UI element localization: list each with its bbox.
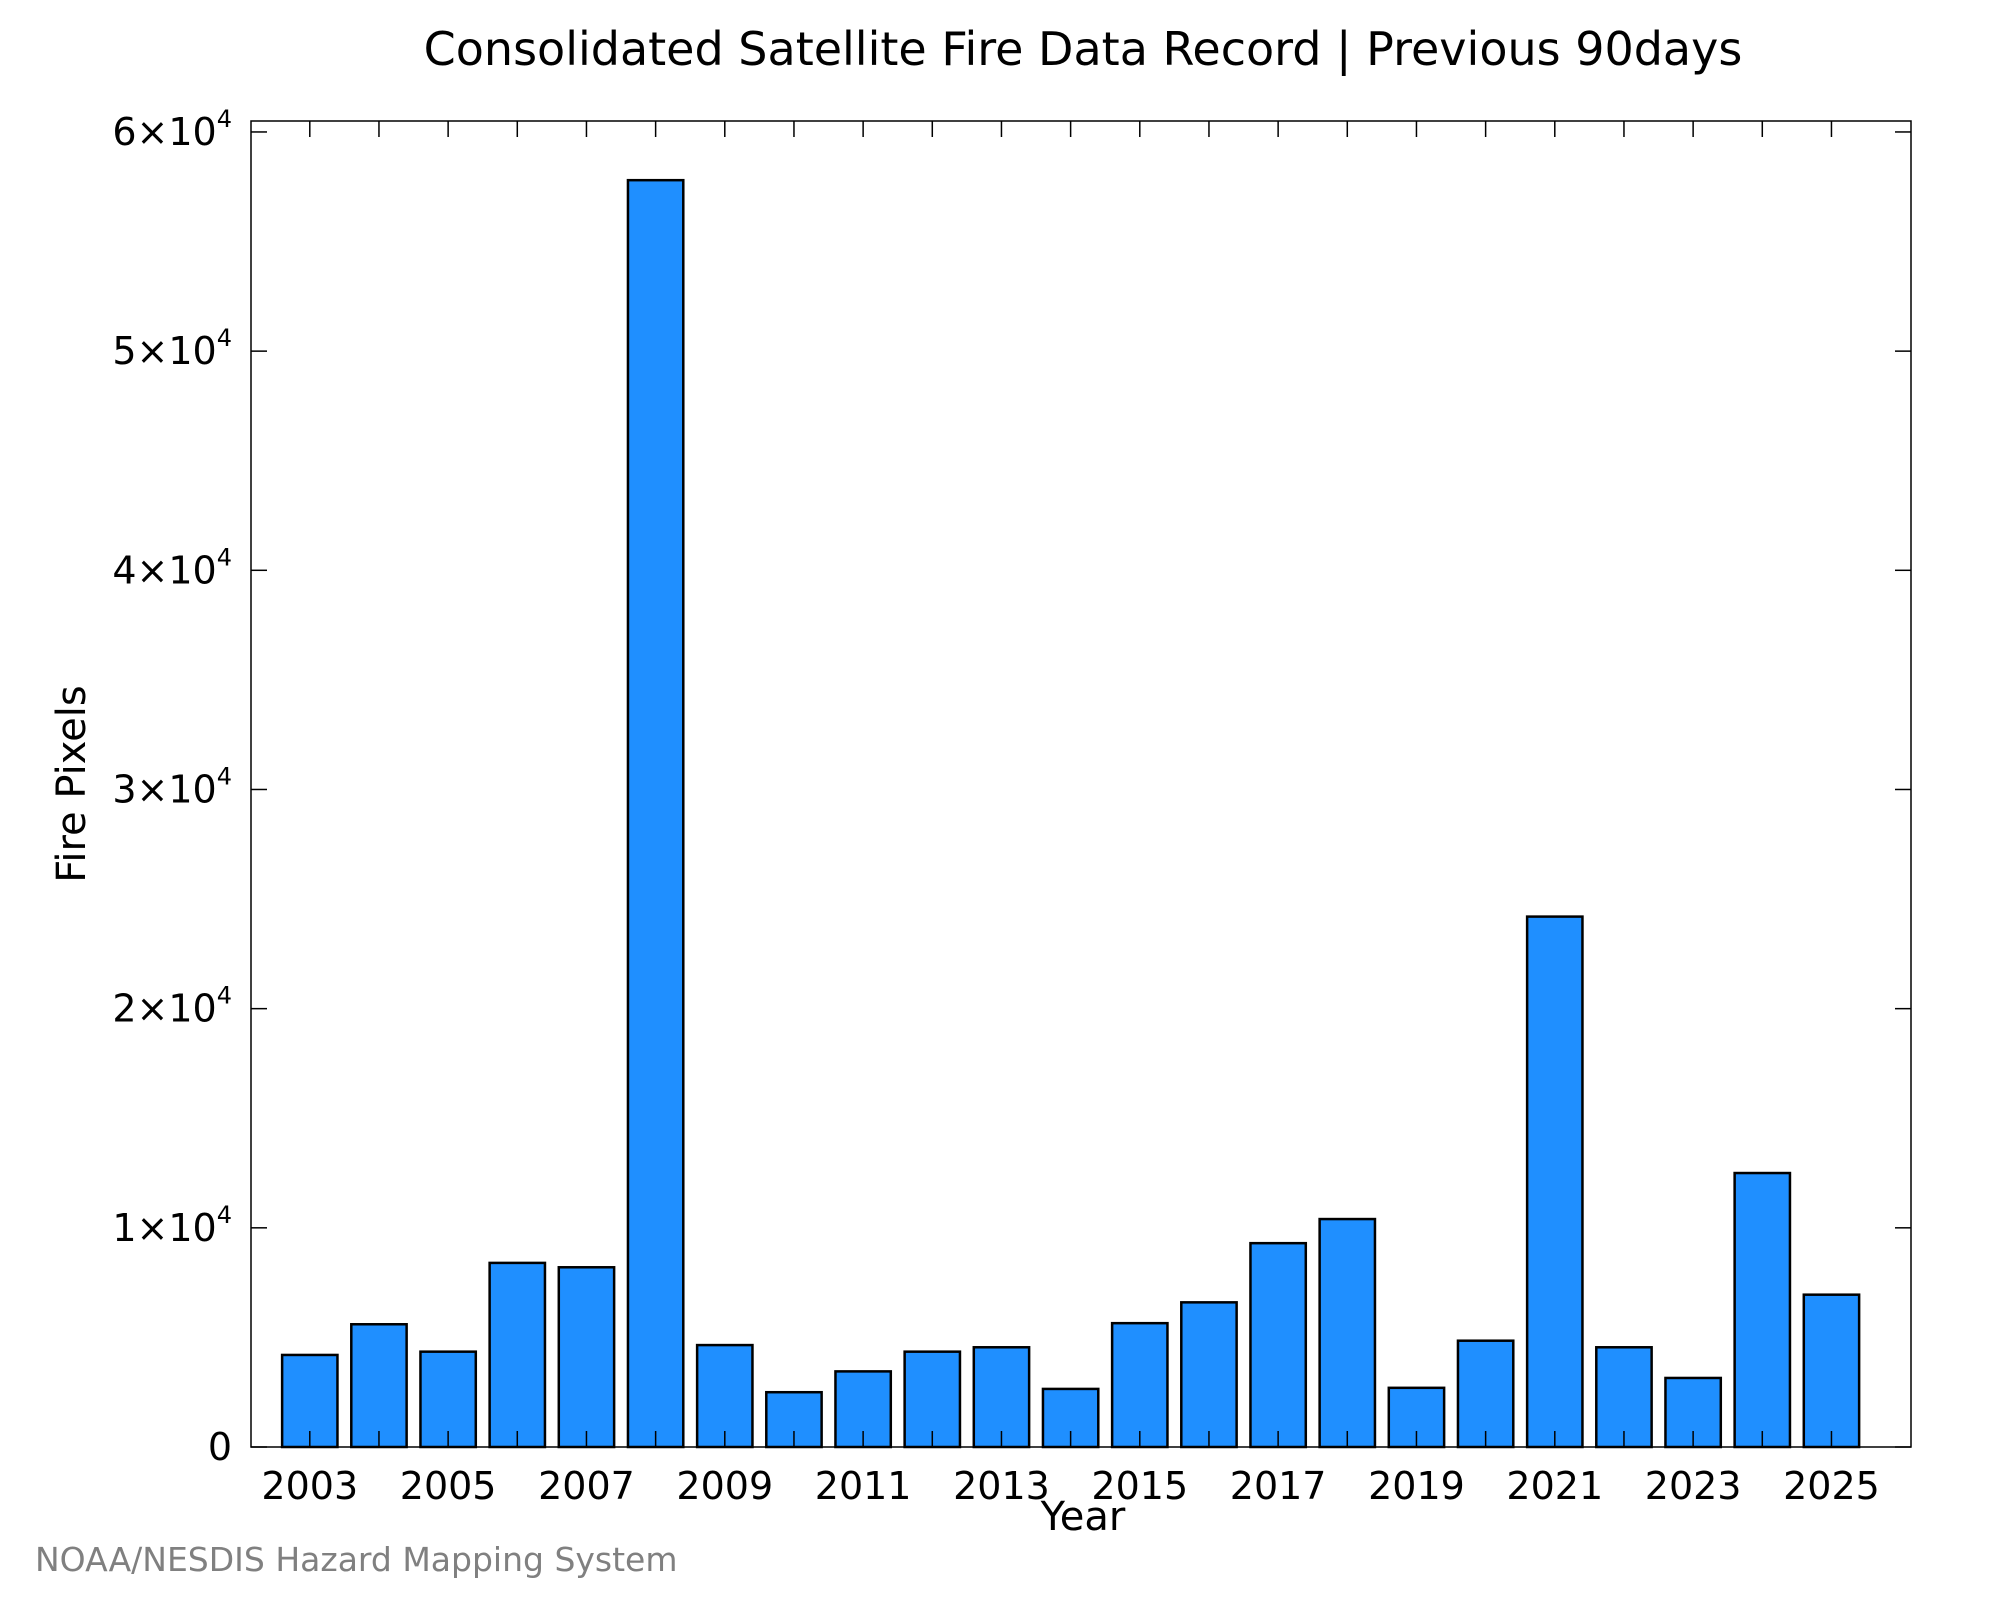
y-axis-label: Fire Pixels [49,685,95,882]
bar-2004 [350,1323,408,1449]
y-tick-label-40000: 4×104 [112,543,232,592]
x-tick-label-2011: 2011 [815,1464,912,1508]
x-tick-label-2025: 2025 [1783,1464,1880,1508]
credit-text: NOAA/NESDIS Hazard Mapping System [35,1540,678,1579]
bar-2017 [1249,1241,1308,1449]
x-axis-label: Year [1040,1494,1126,1540]
x-tick-label-2005: 2005 [400,1464,497,1508]
y-tick-label-0: 0 [208,1425,232,1469]
x-tick-label-2023: 2023 [1645,1464,1742,1508]
x-tick-label-2015: 2015 [1091,1464,1188,1508]
bar-2006 [488,1261,547,1449]
x-tick-label-2009: 2009 [676,1464,773,1508]
bar-2020 [1456,1339,1515,1449]
x-tick-label-2021: 2021 [1506,1464,1603,1508]
bar-2018 [1318,1217,1377,1449]
bar-2015 [1110,1321,1169,1449]
y-tick-label-50000: 5×104 [112,324,232,373]
x-tick-label-2007: 2007 [538,1464,635,1508]
bar-2008 [626,178,685,1449]
x-tick-label-2017: 2017 [1230,1464,1327,1508]
bar-2024 [1733,1171,1792,1449]
bars [280,178,1861,1449]
x-tick-label-2003: 2003 [261,1464,358,1508]
x-tick-label-2013: 2013 [953,1464,1050,1508]
bar-2016 [1180,1301,1238,1449]
bar-2022 [1595,1346,1653,1449]
x-tick-label-2019: 2019 [1368,1464,1465,1508]
y-tick-label-30000: 3×104 [112,762,232,811]
plot-frame [250,120,1912,1448]
chart-title: Consolidated Satellite Fire Data Record … [424,22,1743,77]
bar-2025 [1802,1293,1861,1449]
y-tick-label-10000: 1×104 [112,1201,232,1250]
bar-2007 [557,1266,616,1449]
ticks: 2003 2005 2007 2009 2011 2013 2015 2017 2019 2021… [112,105,1911,1508]
y-tick-label-20000: 2×104 [112,982,232,1031]
y-tick-label-60000: 6×104 [112,105,232,154]
bar-2021 [1525,915,1584,1449]
